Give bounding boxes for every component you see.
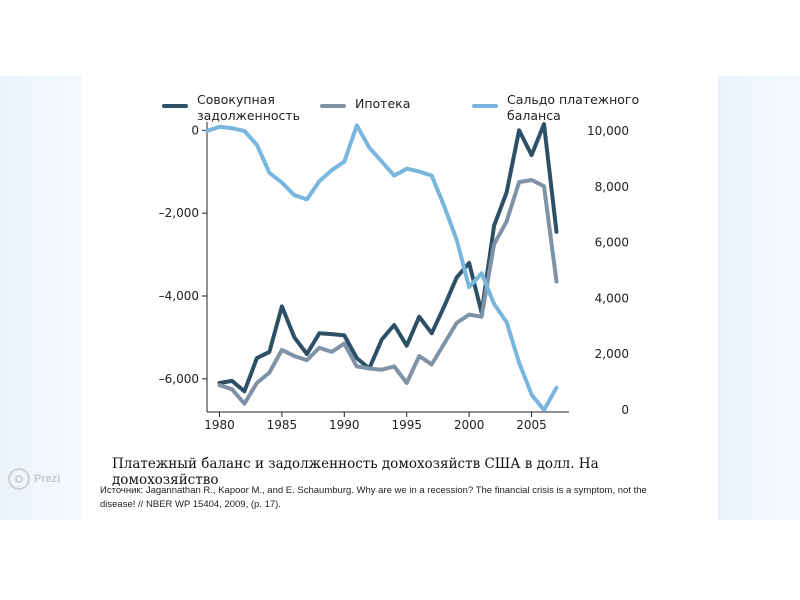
x-tick-label: 1985: [267, 418, 298, 432]
x-tick-label: 2005: [516, 418, 547, 432]
series-line-current_account: [205, 123, 559, 412]
y-left-tick-label: 0: [191, 123, 199, 137]
y-right-tick-label: 8,000: [595, 180, 629, 194]
source-note: Источник: Jagannathan R., Kapoor M., and…: [100, 484, 690, 512]
prezi-logo-icon: [8, 468, 30, 490]
prezi-watermark-text: Prezi: [34, 473, 61, 485]
legend-label-line2-current_account: баланса: [507, 108, 561, 123]
x-tick-label: 1995: [391, 418, 422, 432]
legend-label-mortgage: Ипотека: [355, 96, 410, 111]
legend-label-line2-total_debt: задолженность: [197, 108, 300, 123]
prezi-watermark: Prezi: [8, 468, 60, 490]
left-background-band: [0, 76, 82, 520]
y-right-tick-label: 2,000: [595, 347, 629, 361]
chart-caption: Платежный баланс и задолженность домохоз…: [112, 456, 599, 488]
y-left-tick-label: –2,000: [159, 206, 199, 220]
x-tick-label: 1990: [329, 418, 360, 432]
y-right-tick-label: 6,000: [595, 236, 629, 250]
legend-label-total_debt: Совокупная: [197, 92, 275, 107]
series-line-mortgage: [217, 178, 559, 406]
y-right-tick-label: 10,000: [587, 124, 629, 138]
right-background-band: [718, 76, 800, 520]
legend-label-current_account: Сальдо платежного: [507, 92, 639, 107]
x-tick-label: 1980: [204, 418, 235, 432]
y-left-tick-label: –4,000: [159, 289, 199, 303]
y-right-tick-label: 4,000: [595, 291, 629, 305]
source-line-1: Источник: Jagannathan R., Kapoor M., and…: [100, 485, 647, 496]
series-line-total_debt: [217, 122, 559, 394]
x-tick-label: 2000: [454, 418, 485, 432]
y-right-tick-label: 0: [621, 403, 629, 417]
y-left-tick-label: –6,000: [159, 372, 199, 386]
chart: 1980 1985 1990 1995 2000 2005 0 –2,000 –4,000 –6,…: [159, 92, 639, 432]
source-line-2: disease! // NBER WP 15404, 2009, (p. 17)…: [100, 499, 281, 510]
slide: 1980 1985 1990 1995 2000 2005 0 –2,000 –4,000 –6,…: [82, 76, 718, 520]
